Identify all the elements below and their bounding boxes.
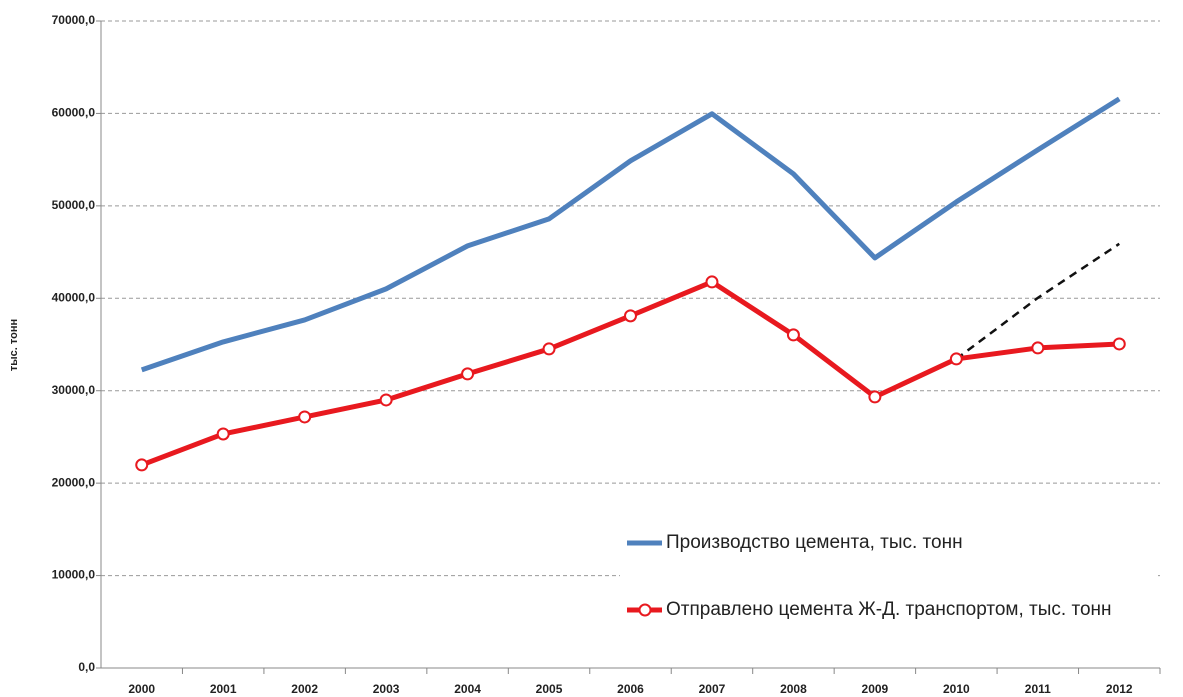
x-tick-label: 2000 <box>128 682 155 696</box>
x-tick-label: 2005 <box>536 682 563 696</box>
x-tick-label: 2009 <box>862 682 889 696</box>
x-tick-label: 2004 <box>454 682 481 696</box>
point-marker <box>1112 337 1126 351</box>
x-tick-label: 2012 <box>1106 682 1133 696</box>
point-marker <box>949 352 963 366</box>
point-marker <box>298 410 312 424</box>
x-tick-label: 2001 <box>210 682 237 696</box>
x-tick-label: 2006 <box>617 682 644 696</box>
y-tick-label: 0,0 <box>78 660 95 674</box>
y-tick-label: 60000,0 <box>52 106 96 120</box>
y-tick-label: 10000,0 <box>52 568 96 582</box>
y-tick-label: 30000,0 <box>52 383 96 397</box>
legend-label: Производство цемента, тыс. тонн <box>666 532 963 553</box>
y-axis-label: тыс. тонн <box>8 319 20 371</box>
legend-marker <box>638 603 652 617</box>
point-marker <box>135 458 149 472</box>
point-marker <box>705 275 719 289</box>
series-line <box>140 96 1121 373</box>
legend-label: Отправлено цемента Ж-Д. транспортом, тыс… <box>666 599 1112 620</box>
x-tick-label: 2010 <box>943 682 970 696</box>
series-line <box>955 242 1120 360</box>
point-marker <box>786 328 800 342</box>
y-tick-label: 40000,0 <box>52 290 96 304</box>
point-marker <box>379 393 393 407</box>
y-tick-label: 50000,0 <box>52 198 96 212</box>
x-tick-label: 2008 <box>780 682 807 696</box>
point-marker <box>542 342 556 356</box>
point-marker <box>461 367 475 381</box>
y-tick-label: 20000,0 <box>52 475 96 489</box>
point-marker <box>216 427 230 441</box>
point-marker <box>624 309 637 323</box>
x-tick-label: 2003 <box>373 682 400 696</box>
y-tick-label: 70000,0 <box>52 13 96 27</box>
legend-box <box>620 520 1158 659</box>
point-marker <box>868 390 882 404</box>
point-marker <box>1031 341 1045 355</box>
x-tick-label: 2007 <box>699 682 726 696</box>
x-tick-label: 2011 <box>1025 682 1051 696</box>
x-tick-label: 2002 <box>291 682 318 696</box>
